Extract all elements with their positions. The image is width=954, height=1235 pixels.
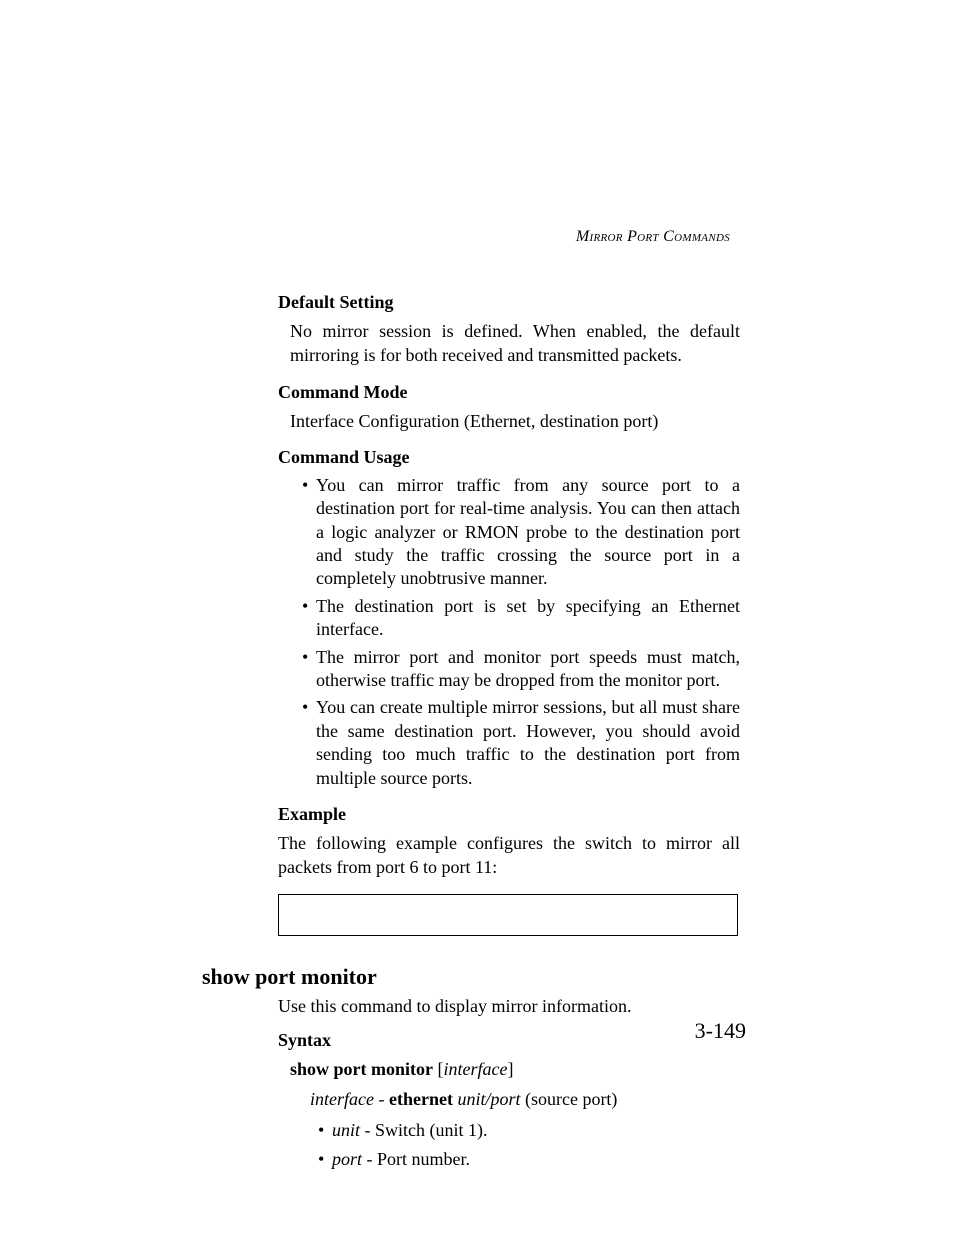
show-port-monitor-section: show port monitor Use this command to di…	[210, 964, 740, 1172]
usage-bullet: The destination port is set by specifyin…	[302, 595, 740, 642]
command-description: Use this command to display mirror infor…	[278, 994, 740, 1018]
command-mode-section: Command Mode Interface Configuration (Et…	[210, 382, 740, 433]
syntax-bracket-open: [	[433, 1059, 444, 1079]
example-heading: Example	[278, 804, 740, 825]
usage-bullet: You can mirror traffic from any source p…	[302, 474, 740, 591]
example-section: Example The following example configures…	[210, 804, 740, 880]
syntax-sub-param: interface	[310, 1089, 374, 1109]
command-title: show port monitor	[202, 964, 740, 990]
syntax-heading: Syntax	[278, 1030, 740, 1051]
usage-bullet: The mirror port and monitor port speeds …	[302, 646, 740, 693]
syntax-subline: interface - ethernet unit/port (source p…	[278, 1087, 740, 1111]
default-setting-section: Default Setting No mirror session is def…	[210, 292, 740, 368]
syntax-command: show port monitor	[290, 1059, 433, 1079]
syntax-term: port	[332, 1149, 362, 1169]
syntax-bullet: port - Port number.	[318, 1146, 740, 1172]
command-mode-heading: Command Mode	[278, 382, 740, 403]
example-code-box	[278, 894, 738, 936]
command-mode-body: Interface Configuration (Ethernet, desti…	[278, 409, 740, 433]
command-usage-list: You can mirror traffic from any source p…	[278, 474, 740, 790]
default-setting-heading: Default Setting	[278, 292, 740, 313]
example-intro: The following example configures the swi…	[278, 831, 740, 880]
command-usage-heading: Command Usage	[278, 447, 740, 468]
syntax-line: show port monitor [interface]	[278, 1057, 740, 1081]
running-header: Mirror Port Commands	[210, 228, 740, 246]
syntax-desc: - Switch (unit 1).	[360, 1120, 488, 1140]
syntax-sub-italic: unit/port	[453, 1089, 521, 1109]
syntax-bullet-list: unit - Switch (unit 1). port - Port numb…	[278, 1117, 740, 1171]
usage-bullet: You can create multiple mirror sessions,…	[302, 696, 740, 790]
syntax-sub-tail: (source port)	[520, 1089, 617, 1109]
page-number: 3-149	[695, 1018, 746, 1044]
command-description-block: Use this command to display mirror infor…	[210, 994, 740, 1172]
command-usage-section: Command Usage You can mirror traffic fro…	[210, 447, 740, 790]
syntax-desc: - Port number.	[362, 1149, 470, 1169]
syntax-bullet: unit - Switch (unit 1).	[318, 1117, 740, 1143]
syntax-bracket-close: ]	[507, 1059, 513, 1079]
syntax-dash: -	[374, 1089, 389, 1109]
default-setting-body: No mirror session is defined. When enabl…	[278, 319, 740, 368]
syntax-param: interface	[444, 1059, 508, 1079]
syntax-term: unit	[332, 1120, 360, 1140]
page-content: Mirror Port Commands Default Setting No …	[210, 228, 740, 1186]
syntax-sub-bold: ethernet	[389, 1089, 453, 1109]
